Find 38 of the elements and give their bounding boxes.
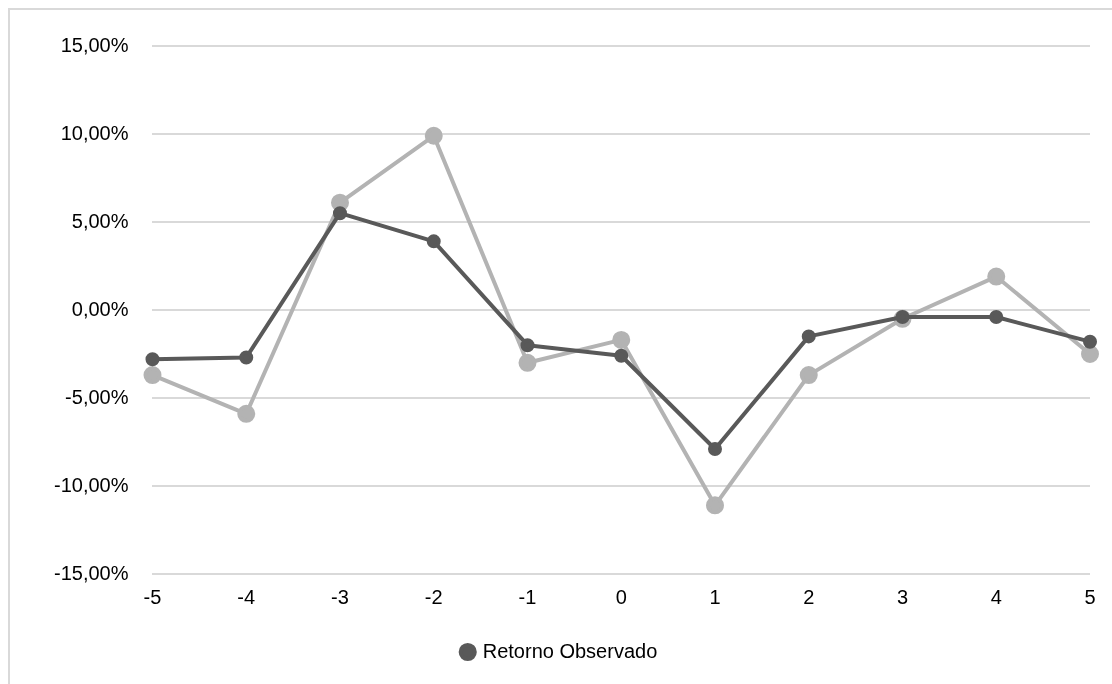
y-tick-label: -5,00% — [65, 385, 129, 408]
point — [708, 442, 722, 457]
point — [518, 353, 537, 372]
x-tick-label: 2 — [803, 585, 815, 608]
point — [237, 404, 256, 423]
point — [426, 234, 441, 249]
y-tick-label: 15,00% — [60, 33, 129, 56]
x-tick-label: 3 — [896, 585, 909, 608]
point — [145, 352, 160, 367]
y-tick-label: -10,00% — [53, 473, 129, 496]
x-tick-label: 0 — [615, 585, 627, 608]
x-tick-label: 5 — [1084, 585, 1096, 608]
legend-label: Retorno Observado — [482, 639, 658, 662]
point — [987, 267, 1006, 286]
point — [520, 338, 535, 353]
point — [424, 126, 443, 145]
point — [612, 330, 631, 349]
y-tick-label: 10,00% — [60, 121, 129, 144]
x-tick-label: 1 — [709, 585, 721, 608]
y-tick-label: -15,00% — [53, 561, 129, 584]
point — [799, 366, 818, 385]
x-tick-label: -5 — [143, 585, 162, 608]
point — [1083, 334, 1097, 349]
x-tick-label: -2 — [424, 585, 443, 608]
point — [239, 350, 254, 365]
y-tick-label: 5,00% — [71, 209, 129, 232]
y-tick-label: 0,00% — [71, 297, 129, 320]
point — [143, 366, 162, 385]
point — [332, 206, 347, 221]
x-tick-label: -3 — [331, 585, 349, 608]
x-tick-label: -4 — [237, 585, 256, 608]
x-tick-label: 4 — [990, 585, 1002, 608]
point — [706, 496, 724, 515]
x-tick-label: -1 — [518, 585, 537, 608]
point — [1081, 345, 1099, 363]
point — [989, 310, 1004, 325]
point — [801, 329, 816, 344]
point — [614, 348, 629, 363]
